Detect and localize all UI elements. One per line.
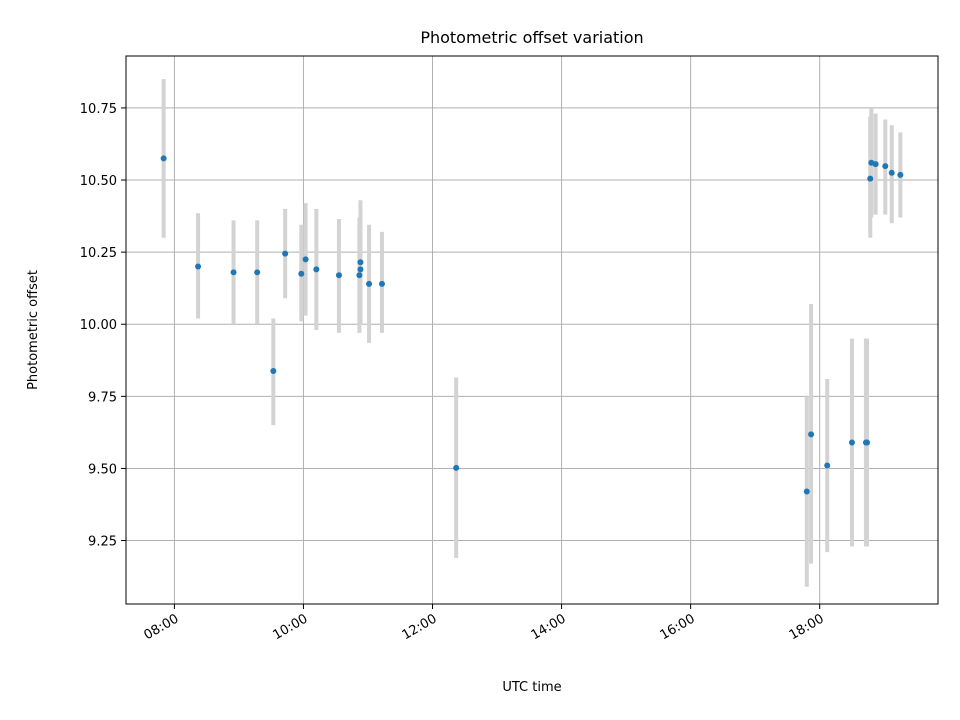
x-tick-label: 12:00 <box>400 611 440 643</box>
data-point <box>882 163 889 170</box>
grid <box>126 56 938 604</box>
error-bars <box>161 79 903 587</box>
data-point <box>230 269 237 276</box>
y-tick-label: 10.50 <box>80 174 117 189</box>
y-tick-label: 10.00 <box>80 318 117 333</box>
y-tick-label: 9.75 <box>88 390 117 405</box>
x-tick-label: 08:00 <box>141 611 181 643</box>
data-point <box>366 280 373 287</box>
data-point <box>357 259 364 266</box>
data-point <box>803 488 810 495</box>
data-point <box>335 272 342 279</box>
y-tick-label: 10.75 <box>80 102 117 117</box>
data-point <box>356 272 363 279</box>
data-point <box>888 169 895 176</box>
data-point <box>195 263 202 270</box>
data-point <box>298 270 305 277</box>
data-point <box>864 439 871 446</box>
data-point <box>867 175 874 182</box>
y-tick-label: 10.25 <box>80 246 117 261</box>
y-axis-label: Photometric offset <box>26 270 41 390</box>
data-point <box>357 266 364 273</box>
data-point <box>453 464 460 471</box>
plot-area-frame <box>125 55 939 605</box>
data-point <box>254 269 261 276</box>
data-point <box>302 256 309 263</box>
x-axis-label: UTC time <box>502 680 561 695</box>
x-tick-label: 10:00 <box>271 611 311 643</box>
data-point <box>270 367 277 374</box>
x-tick-label: 14:00 <box>529 611 569 643</box>
data-point <box>872 161 879 168</box>
data-point <box>897 171 904 178</box>
data-point <box>160 155 167 162</box>
data-point <box>824 462 831 469</box>
data-point <box>313 266 320 273</box>
data-point <box>808 431 815 438</box>
data-point <box>282 250 289 257</box>
y-tick-label: 9.50 <box>88 462 117 477</box>
data-point <box>378 280 385 287</box>
x-tick-label: 18:00 <box>787 611 827 643</box>
data-points <box>160 155 904 495</box>
x-axis: 08:00 10:00 12:00 14:00 16:00 18:00 <box>141 604 827 643</box>
y-tick-label: 9.25 <box>88 535 117 550</box>
y-axis: 9.25 9.50 9.75 10.00 10.25 10.50 10.75 <box>80 102 126 550</box>
chart-title: Photometric offset variation <box>420 28 643 47</box>
x-tick-label: 16:00 <box>658 611 698 643</box>
data-point <box>848 439 855 446</box>
